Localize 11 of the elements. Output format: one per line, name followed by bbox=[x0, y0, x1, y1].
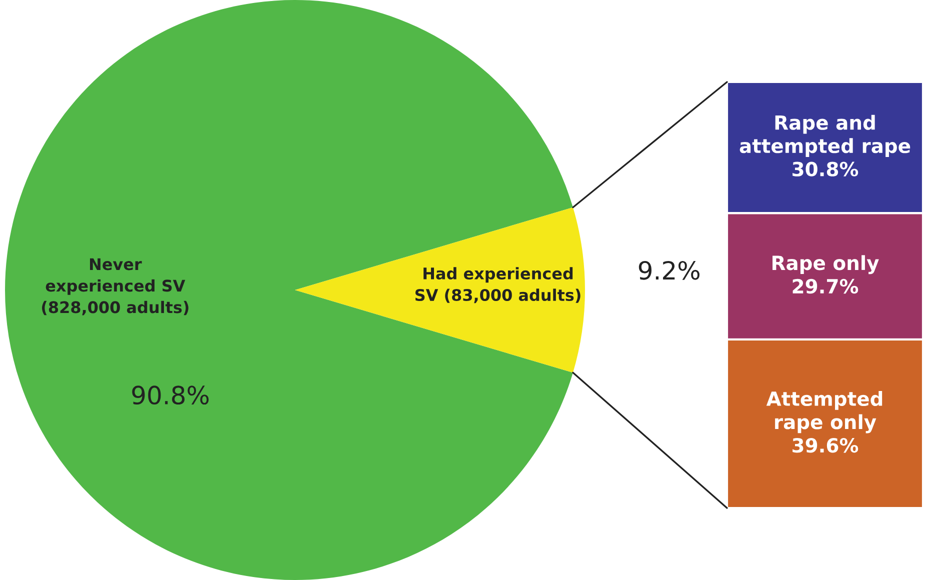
slice-label: Had experienced SV (83,000 adults) bbox=[415, 267, 580, 304]
pie-slice bbox=[295, 207, 585, 373]
data-label: 29.7% bbox=[792, 278, 858, 294]
series-label: Rape only bbox=[772, 255, 879, 274]
data-label: 39.6% bbox=[792, 438, 858, 453]
data-label: 9.2% bbox=[638, 260, 700, 280]
data-label: 90.8% bbox=[132, 386, 209, 405]
data-label: 30.8% bbox=[792, 162, 858, 176]
slice-label: Never experienced SV (828,000 adults) bbox=[42, 258, 188, 316]
series-label: Rape and attempted rape bbox=[740, 114, 910, 157]
series-label: Attempted rape only bbox=[766, 391, 882, 434]
